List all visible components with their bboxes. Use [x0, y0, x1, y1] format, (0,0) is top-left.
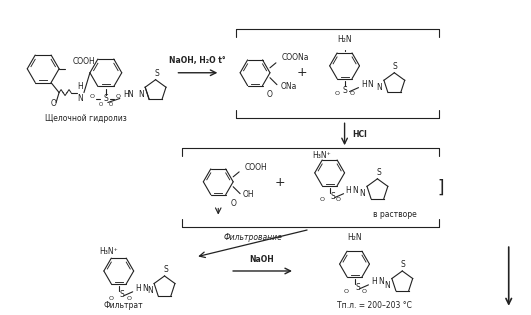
Text: O: O [109, 102, 113, 107]
Text: Фильтрат: Фильтрат [104, 301, 143, 310]
Text: H: H [77, 82, 83, 91]
Text: H: H [362, 80, 367, 89]
Text: N: N [128, 90, 133, 99]
Text: O: O [344, 289, 349, 294]
Text: O: O [108, 296, 113, 301]
Text: H₃N⁺: H₃N⁺ [99, 247, 118, 256]
Text: H: H [346, 186, 352, 195]
Text: N: N [77, 94, 83, 103]
Text: N: N [143, 284, 148, 293]
Text: OH: OH [243, 190, 255, 199]
Text: H₂N: H₂N [347, 233, 362, 242]
Text: S: S [401, 260, 406, 269]
Text: O: O [334, 91, 339, 96]
Text: ONa: ONa [281, 82, 297, 91]
Text: S: S [154, 69, 159, 78]
Text: S: S [104, 94, 108, 103]
Text: S: S [342, 86, 347, 95]
Text: O: O [319, 197, 324, 202]
Text: N: N [147, 286, 152, 295]
Text: H₃N⁺: H₃N⁺ [312, 151, 330, 159]
Text: H: H [136, 284, 141, 293]
Text: COONa: COONa [282, 53, 310, 62]
Text: O: O [350, 91, 355, 96]
Text: O: O [267, 90, 273, 99]
Text: ]: ] [438, 179, 444, 197]
Text: NaOH, H₂O t°: NaOH, H₂O t° [169, 56, 226, 65]
Text: в растворе: в растворе [373, 210, 417, 219]
Text: S: S [119, 290, 124, 299]
Text: N: N [367, 80, 373, 89]
Text: O: O [126, 296, 131, 301]
Text: O: O [89, 94, 95, 99]
Text: S: S [163, 265, 168, 274]
Text: +: + [275, 176, 285, 189]
Text: N: N [359, 189, 365, 198]
Text: O: O [115, 94, 121, 99]
Text: Фильтрование: Фильтрование [224, 233, 282, 242]
Text: O: O [99, 102, 103, 107]
Text: H: H [123, 90, 129, 99]
Text: S: S [393, 62, 398, 71]
Text: +: + [296, 66, 307, 79]
Text: N: N [384, 281, 390, 290]
Text: N: N [379, 278, 384, 286]
Text: H₂N: H₂N [337, 35, 352, 44]
Text: O: O [362, 289, 367, 294]
Text: Щелочной гидролиз: Щелочной гидролиз [45, 114, 127, 123]
Text: H: H [372, 278, 377, 286]
Text: S: S [355, 283, 360, 292]
Text: N: N [353, 186, 358, 195]
Text: O: O [336, 197, 341, 202]
Text: Tп.л. = 200–203 °C: Tп.л. = 200–203 °C [337, 301, 412, 310]
Text: HCl: HCl [353, 130, 367, 139]
Text: NaOH: NaOH [250, 255, 275, 264]
Text: S: S [376, 168, 381, 177]
Text: N: N [376, 83, 382, 92]
Text: COOH: COOH [245, 163, 268, 172]
Text: N: N [138, 90, 144, 99]
Text: S: S [330, 192, 335, 201]
Text: O: O [50, 99, 56, 107]
Text: COOH: COOH [73, 57, 96, 66]
Text: O: O [230, 199, 236, 208]
